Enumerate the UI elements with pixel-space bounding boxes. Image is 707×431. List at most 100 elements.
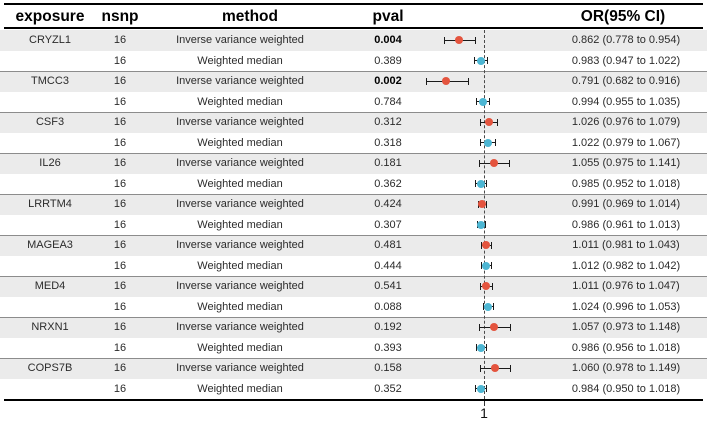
- ci-cap-high: [509, 364, 511, 372]
- exposure-cell: [0, 51, 100, 72]
- or-ci-cell: 0.862 (0.778 to 0.954): [571, 34, 681, 46]
- or-point-marker: [481, 241, 490, 250]
- method-cell: Inverse variance weighted: [176, 362, 304, 374]
- nsnp-cell: 16: [113, 177, 127, 190]
- ci-cap-low: [480, 139, 482, 147]
- table-row: 16 Weighted median 0.784 0.994 (0.955 to…: [0, 92, 707, 113]
- ci-cap-low: [479, 282, 481, 290]
- or-ci-cell: 1.026 (0.976 to 1.079): [571, 116, 681, 128]
- or-point-marker: [484, 118, 493, 127]
- table-row: 16 Weighted median 0.389 0.983 (0.947 to…: [0, 51, 707, 72]
- ci-cap-high: [495, 139, 497, 147]
- pval-cell: 0.158: [374, 362, 402, 374]
- method-cell: Weighted median: [197, 95, 283, 108]
- ci-cap-high: [490, 262, 492, 270]
- axis-tick: [484, 401, 485, 406]
- or-point-marker: [484, 302, 493, 311]
- or-point-marker: [478, 97, 487, 106]
- exposure-cell: [0, 338, 100, 359]
- ci-cap-low: [479, 159, 481, 167]
- nsnp-cell: 16: [113, 362, 127, 374]
- reference-line: [484, 30, 485, 399]
- ci-cap-low: [480, 262, 482, 270]
- pval-cell: 0.181: [374, 157, 402, 169]
- pval-cell: 0.481: [374, 239, 402, 251]
- col-header-nsnp: nsnp: [101, 8, 139, 25]
- or-ci-cell: 0.985 (0.952 to 1.018): [571, 177, 681, 190]
- table-header-row: exposure nsnp method pval OR(95% CI): [0, 5, 707, 28]
- table-row: MAGEA3 16 Inverse variance weighted 0.48…: [0, 235, 707, 256]
- or-ci-cell: 0.791 (0.682 to 0.916): [571, 75, 681, 87]
- ci-cap-low: [476, 344, 478, 352]
- or-point-marker: [476, 56, 485, 65]
- ci-cap-high: [492, 303, 494, 311]
- nsnp-cell: 16: [113, 341, 127, 354]
- ci-cap-high: [497, 118, 499, 126]
- or-ci-cell: 1.011 (0.981 to 1.043): [572, 239, 680, 251]
- method-cell: Weighted median: [197, 136, 283, 149]
- table-row: MED4 16 Inverse variance weighted 0.541 …: [0, 276, 707, 297]
- or-ci-cell: 0.986 (0.961 to 1.013): [571, 218, 681, 231]
- method-cell: Inverse variance weighted: [176, 116, 304, 128]
- ci-cap-high: [509, 323, 511, 331]
- pval-cell: 0.389: [374, 54, 402, 67]
- exposure-cell: IL26: [39, 157, 61, 169]
- nsnp-cell: 16: [113, 116, 127, 128]
- pval-cell: 0.192: [374, 321, 402, 333]
- nsnp-cell: 16: [113, 321, 127, 333]
- table-row: 16 Weighted median 0.088 1.024 (0.996 to…: [0, 297, 707, 318]
- or-point-marker: [490, 364, 499, 373]
- pval-cell: 0.541: [374, 280, 402, 292]
- table-row: TMCC3 16 Inverse variance weighted 0.002…: [0, 71, 707, 92]
- table-row: 16 Weighted median 0.352 0.984 (0.950 to…: [0, 379, 707, 400]
- ci-cap-high: [467, 77, 469, 85]
- ci-cap-high: [486, 385, 488, 393]
- or-ci-cell: 0.986 (0.956 to 1.018): [571, 341, 681, 354]
- ci-cap-low: [480, 364, 482, 372]
- table-row: 16 Weighted median 0.393 0.986 (0.956 to…: [0, 338, 707, 359]
- pval-cell: 0.318: [374, 136, 402, 149]
- ci-cap-low: [476, 221, 478, 229]
- nsnp-cell: 16: [113, 198, 127, 210]
- exposure-cell: [0, 297, 100, 318]
- pval-cell: 0.002: [374, 75, 402, 87]
- table-bottom-border: [4, 399, 703, 401]
- pval-cell: 0.312: [374, 116, 402, 128]
- exposure-cell: MED4: [34, 280, 66, 292]
- pval-cell: 0.088: [374, 300, 402, 313]
- ci-cap-low: [426, 77, 428, 85]
- nsnp-cell: 16: [113, 259, 127, 272]
- table-body: CRYZL1 16 Inverse variance weighted 0.00…: [0, 30, 707, 399]
- ci-cap-high: [486, 57, 488, 65]
- method-cell: Weighted median: [197, 218, 283, 231]
- nsnp-cell: 16: [113, 280, 127, 292]
- table-row: 16 Weighted median 0.318 1.022 (0.979 to…: [0, 133, 707, 154]
- ci-cap-high: [485, 200, 487, 208]
- ci-cap-low: [443, 36, 445, 44]
- method-cell: Weighted median: [197, 300, 283, 313]
- or-ci-cell: 1.024 (0.996 to 1.053): [571, 300, 681, 313]
- axis-tick-label: 1: [480, 405, 488, 421]
- pval-cell: 0.352: [374, 382, 402, 395]
- exposure-cell: TMCC3: [31, 75, 69, 87]
- ci-cap-low: [483, 303, 485, 311]
- ci-cap-high: [508, 159, 510, 167]
- ci-cap-low: [479, 323, 481, 331]
- method-cell: Inverse variance weighted: [176, 34, 304, 46]
- exposure-cell: LRRTM4: [28, 198, 72, 210]
- table-row: 16 Weighted median 0.362 0.985 (0.952 to…: [0, 174, 707, 195]
- ci-cap-low: [479, 118, 481, 126]
- or-point-marker: [477, 220, 486, 229]
- method-cell: Weighted median: [197, 259, 283, 272]
- col-header-pval: pval: [372, 8, 404, 25]
- exposure-cell: [0, 379, 100, 400]
- or-point-marker: [477, 343, 486, 352]
- ci-cap-high: [490, 241, 492, 249]
- header-separator-line: [4, 27, 703, 29]
- nsnp-cell: 16: [113, 34, 127, 46]
- or-ci-cell: 1.012 (0.982 to 1.042): [571, 259, 681, 272]
- method-cell: Inverse variance weighted: [176, 75, 304, 87]
- table-row: 16 Weighted median 0.444 1.012 (0.982 to…: [0, 256, 707, 277]
- exposure-cell: [0, 174, 100, 195]
